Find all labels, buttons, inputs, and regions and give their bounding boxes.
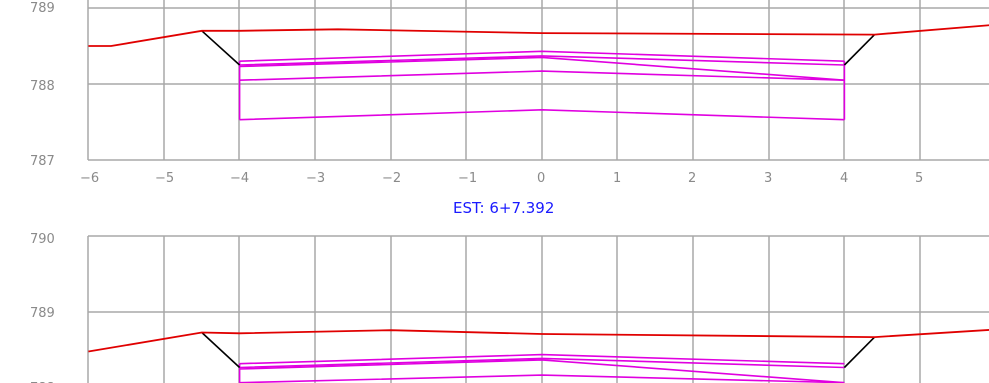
top-x-label-1: 1 bbox=[613, 171, 621, 186]
top-x-label-neg2: −2 bbox=[382, 171, 401, 186]
top-section: 789 788 787 −6 −5 −4 −3 −2 −1 0 1 2 3 4 … bbox=[30, 0, 989, 186]
top-y-label-788: 788 bbox=[30, 79, 55, 94]
top-x-label-neg6: −6 bbox=[80, 171, 99, 186]
top-pavement-layer bbox=[239, 70, 845, 81]
bottom-side-slope bbox=[201, 331, 241, 369]
top-grid bbox=[87, 0, 989, 161]
bottom-geometry bbox=[88, 329, 989, 383]
top-x-label-4: 4 bbox=[840, 171, 848, 186]
top-x-label-neg3: −3 bbox=[306, 171, 325, 186]
top-side-slope bbox=[843, 34, 876, 66]
top-x-label-0: 0 bbox=[537, 171, 545, 186]
top-pavement-layer bbox=[239, 56, 845, 81]
top-x-label-neg5: −5 bbox=[155, 171, 174, 186]
bottom-pavement-layer bbox=[239, 357, 845, 369]
top-pavement-layer bbox=[239, 55, 845, 66]
bottom-pavement-layer bbox=[239, 359, 845, 383]
bottom-section: 790 789 788 bbox=[30, 232, 989, 383]
top-pavement-layer bbox=[239, 108, 845, 121]
top-y-label-787: 787 bbox=[30, 154, 55, 169]
bottom-y-label-790: 790 bbox=[30, 232, 55, 247]
top-y-label-789: 789 bbox=[30, 1, 55, 16]
bottom-ground-profile bbox=[88, 329, 989, 353]
top-x-label-2: 2 bbox=[688, 171, 696, 186]
bottom-y-label-789: 789 bbox=[30, 306, 55, 321]
top-x-label-neg1: −1 bbox=[458, 171, 477, 186]
top-x-label-neg4: −4 bbox=[230, 171, 249, 186]
bottom-y-label-788: 788 bbox=[30, 381, 55, 383]
station-label: EST: 6+7.392 bbox=[453, 199, 554, 217]
top-side-slope bbox=[201, 30, 241, 66]
top-pavement-layer bbox=[239, 50, 845, 62]
bottom-grid bbox=[87, 235, 989, 383]
top-geometry bbox=[88, 24, 989, 121]
bottom-side-slope bbox=[843, 336, 876, 369]
top-x-label-5: 5 bbox=[915, 171, 923, 186]
bottom-pavement-layer bbox=[239, 353, 845, 365]
top-ground-profile bbox=[88, 24, 989, 47]
top-x-label-3: 3 bbox=[764, 171, 772, 186]
bottom-pavement-layer bbox=[239, 374, 845, 383]
